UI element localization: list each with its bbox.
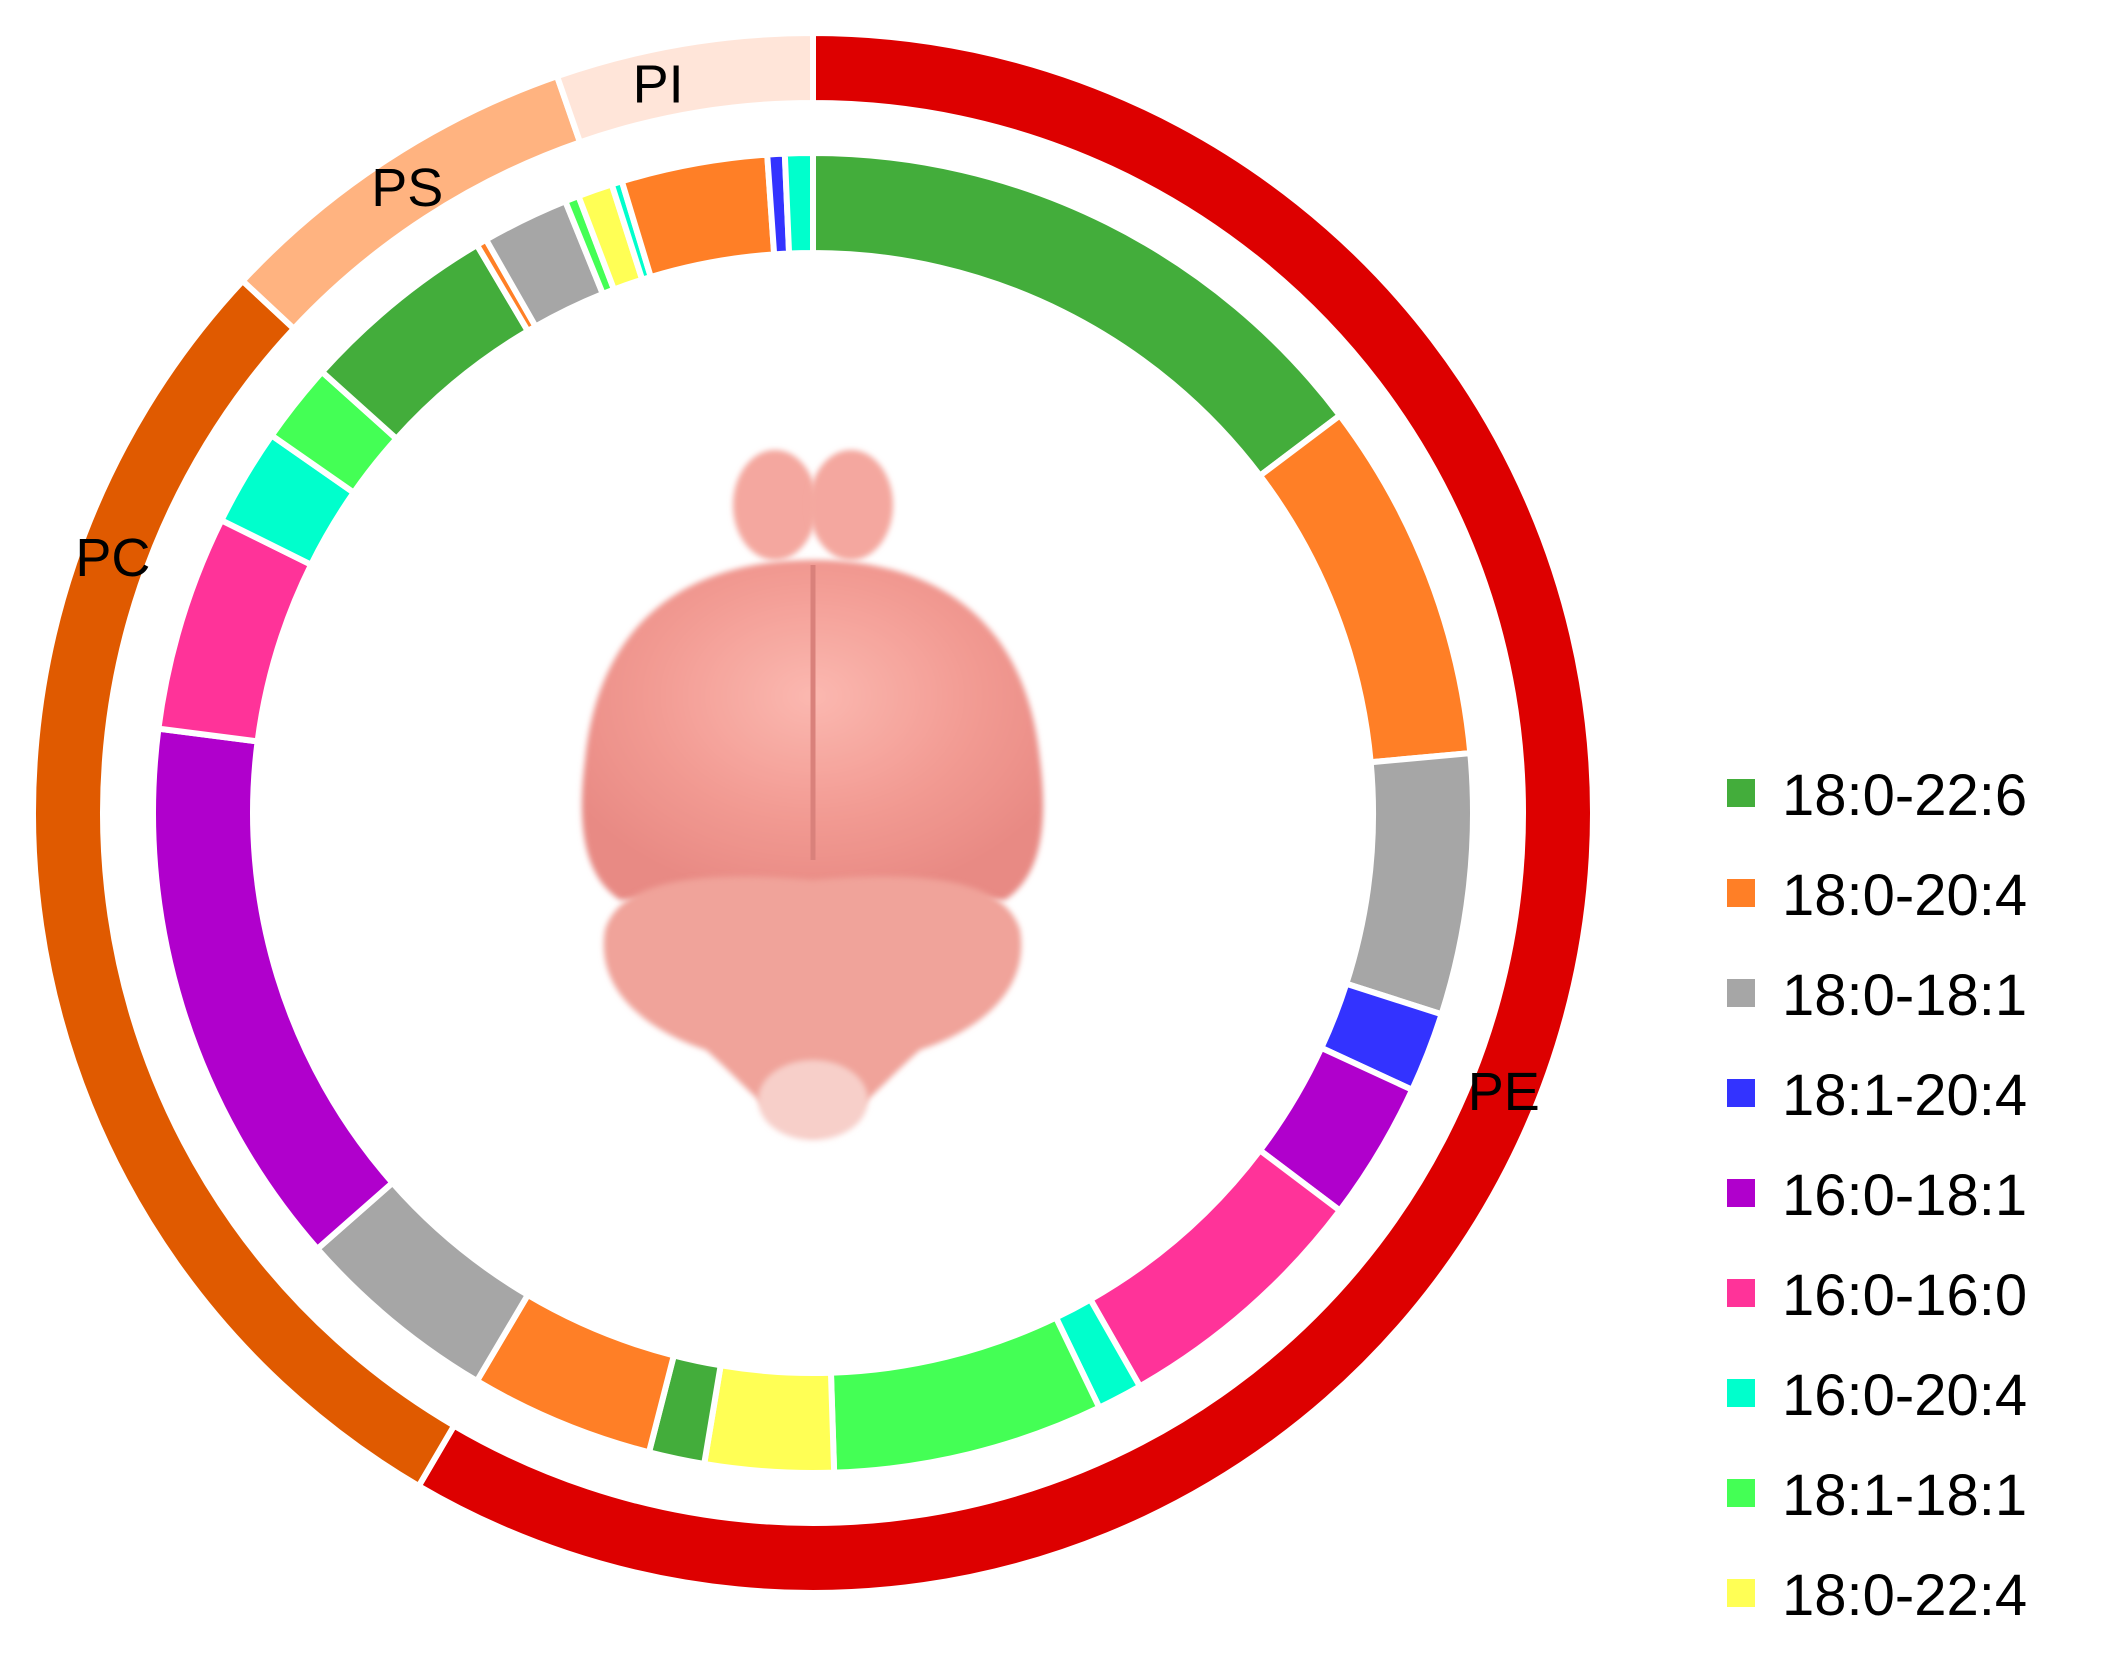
legend-item: 18:1-18:1 bbox=[1727, 1463, 2027, 1528]
inner-segment-pi-16-0-20-4 bbox=[781, 149, 816, 257]
outer-segment-pe bbox=[414, 29, 1596, 1596]
legend-label: 16:0-20:4 bbox=[1782, 1363, 2027, 1428]
legend-label: 18:0-18:1 bbox=[1782, 963, 2027, 1028]
legend-swatch bbox=[1727, 879, 1755, 907]
inner-segment-pi-18-0-20-4 bbox=[618, 151, 778, 281]
legend-label: 18:0-22:6 bbox=[1782, 763, 2027, 828]
legend-item: 18:1-20:4 bbox=[1727, 1063, 2027, 1128]
legend-swatch bbox=[1727, 1379, 1755, 1407]
legend-item: 16:0-20:4 bbox=[1727, 1363, 2027, 1428]
inner-ring bbox=[150, 149, 1476, 1476]
legend-swatch bbox=[1727, 1479, 1755, 1507]
outer-segment-pi bbox=[553, 29, 816, 147]
legend-item: 16:0-16:0 bbox=[1727, 1263, 2027, 1328]
legend-label: 18:1-20:4 bbox=[1782, 1063, 2027, 1128]
legend-swatch bbox=[1727, 1079, 1755, 1107]
brain-image bbox=[581, 450, 1044, 1140]
legend-swatch bbox=[1727, 979, 1755, 1007]
legend-item: 18:0-22:4 bbox=[1727, 1563, 2027, 1628]
legend-label: 16:0-18:1 bbox=[1782, 1163, 2027, 1228]
outer-label-pi: PI bbox=[633, 54, 684, 114]
legend-label: 18:0-20:4 bbox=[1782, 863, 2027, 928]
inner-segment-pe-18-0-18-1 bbox=[1342, 749, 1476, 1019]
legend-swatch bbox=[1727, 1179, 1755, 1207]
outer-label-pc: PC bbox=[75, 528, 150, 588]
legend-label: 18:1-18:1 bbox=[1782, 1463, 2027, 1528]
outer-label-ps: PS bbox=[371, 158, 443, 218]
legend-swatch bbox=[1727, 1279, 1755, 1307]
legend-label: 16:0-16:0 bbox=[1782, 1263, 2027, 1328]
legend-item: 18:0-20:4 bbox=[1727, 863, 2027, 928]
outer-ring bbox=[30, 29, 1596, 1596]
legend-item: 18:0-22:6 bbox=[1727, 763, 2027, 828]
legend: 18:0-22:6 18:0-20:4 18:0-18:1 18:1-20:4 … bbox=[1727, 763, 2027, 1628]
inner-segment-pe-18-1-18-1 bbox=[827, 1313, 1104, 1476]
legend-label: 18:0-22:4 bbox=[1782, 1563, 2027, 1628]
legend-item: 16:0-18:1 bbox=[1727, 1163, 2027, 1228]
legend-swatch bbox=[1727, 1579, 1755, 1607]
legend-swatch bbox=[1727, 779, 1755, 807]
inner-segment-pc-18-0-22-4 bbox=[700, 1361, 838, 1476]
legend-item: 18:0-18:1 bbox=[1727, 963, 2027, 1028]
outer-ring-labels: PE PC PS PI bbox=[75, 54, 1539, 1122]
outer-label-pe: PE bbox=[1468, 1062, 1540, 1122]
